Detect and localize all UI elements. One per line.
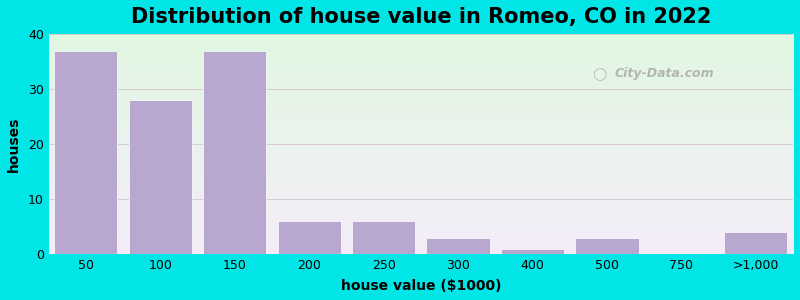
Bar (426, 238, 490, 254)
Bar (54, 51, 118, 254)
Bar (278, 221, 341, 254)
Bar (352, 221, 415, 254)
X-axis label: house value ($1000): house value ($1000) (341, 279, 501, 293)
Text: City-Data.com: City-Data.com (614, 67, 714, 80)
Bar (575, 238, 638, 254)
Bar (203, 51, 266, 254)
Y-axis label: houses: houses (7, 116, 21, 172)
Title: Distribution of house value in Romeo, CO in 2022: Distribution of house value in Romeo, CO… (130, 7, 711, 27)
Text: ○: ○ (592, 65, 606, 83)
Bar (501, 249, 564, 254)
Bar (129, 100, 192, 254)
Bar (724, 232, 787, 254)
